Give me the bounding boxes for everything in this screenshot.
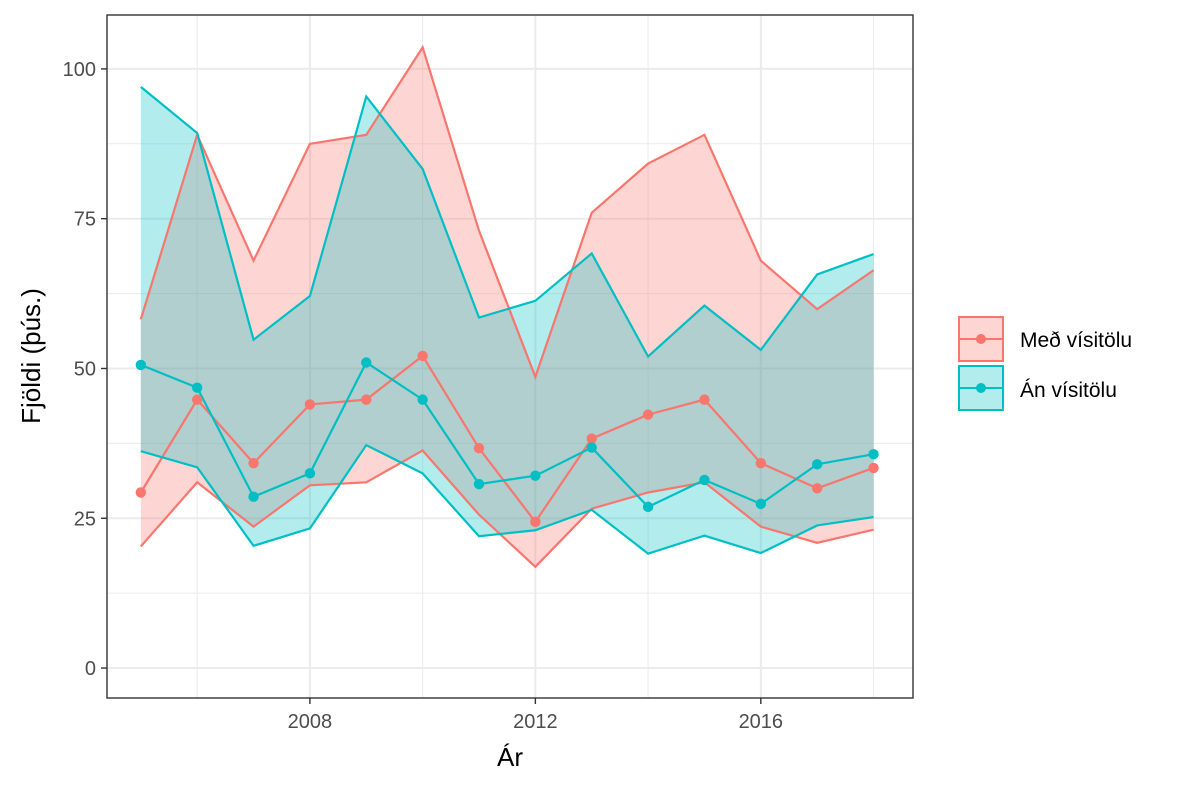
data-point-med-visitolu[interactable] [755,457,767,469]
confidence-band-med-visitolu [140,47,874,567]
data-point-an-visitolu[interactable] [586,442,597,453]
data-point-an-visitolu[interactable] [361,357,372,368]
y-axis: 0 25 50 75 100 [63,59,107,680]
legend: Með vísitölu Án vísitölu [958,316,1132,411]
y-tick-label: 100 [63,59,96,81]
upper-bound-line-an-visitolu [140,86,874,359]
series-points [135,350,879,528]
data-point-med-visitolu[interactable] [248,457,259,469]
data-point-an-visitolu[interactable] [530,470,541,481]
data-point-an-visitolu[interactable] [811,459,823,470]
x-axis: 2008 2012 2016 [288,698,783,733]
data-point-an-visitolu[interactable] [699,474,710,486]
plot-panel-border [106,14,914,699]
data-point-med-visitolu[interactable] [642,409,654,420]
data-point-med-visitolu[interactable] [135,487,147,498]
legend-key-point-an-visitolu [976,383,986,393]
confidence-bands [140,47,874,567]
upper-bound-line-med-visitolu [139,44,875,381]
y-tick-label: 75 [74,209,96,231]
plot-panel-background [107,15,913,698]
x-tick-label: 2016 [739,711,784,733]
data-point-med-visitolu[interactable] [473,442,485,454]
lower-bound-line-med-visitolu [139,449,874,569]
estimate-line-med-visitolu [139,354,874,524]
data-point-med-visitolu[interactable] [811,483,823,494]
legend-label-med-visitolu: Með vísitölu [1020,329,1132,352]
legend-key-point-med-visitolu [976,334,986,344]
data-point-an-visitolu[interactable] [642,501,654,513]
legend-label-an-visitolu: Án vísitölu [1020,379,1117,402]
x-tick-label: 2008 [288,711,333,733]
data-point-med-visitolu[interactable] [530,516,541,528]
y-tick-label: 50 [74,358,96,380]
major-gridlines [107,15,913,698]
lower-bound-line-an-visitolu [140,443,874,555]
confidence-band-an-visitolu [140,86,874,554]
data-point-an-visitolu[interactable] [248,491,259,502]
y-axis-title: Fjöldi (þús.) [16,288,46,424]
y-tick-label: 0 [85,658,96,680]
data-point-med-visitolu[interactable] [361,394,372,405]
data-point-an-visitolu[interactable] [417,394,428,405]
x-axis-title: Ár [497,742,523,772]
data-point-an-visitolu[interactable] [135,359,147,371]
data-point-med-visitolu[interactable] [417,350,428,362]
x-tick-label: 2012 [513,711,558,733]
data-point-med-visitolu[interactable] [586,433,597,444]
data-point-med-visitolu[interactable] [191,394,203,405]
estimate-line-an-visitolu [140,360,874,509]
data-point-an-visitolu[interactable] [304,468,316,479]
data-point-an-visitolu[interactable] [473,478,485,490]
data-point-an-visitolu[interactable] [755,498,767,510]
data-point-an-visitolu[interactable] [191,382,203,393]
data-point-med-visitolu[interactable] [699,394,710,405]
y-tick-label: 25 [74,508,96,530]
data-point-med-visitolu[interactable] [304,399,316,410]
data-point-med-visitolu[interactable] [868,462,879,474]
legend-item-med-visitolu[interactable]: Með vísitölu [958,316,1132,362]
data-point-an-visitolu[interactable] [868,448,879,460]
series-lines [139,44,875,569]
legend-item-an-visitolu[interactable]: Án vísitölu [958,365,1117,411]
